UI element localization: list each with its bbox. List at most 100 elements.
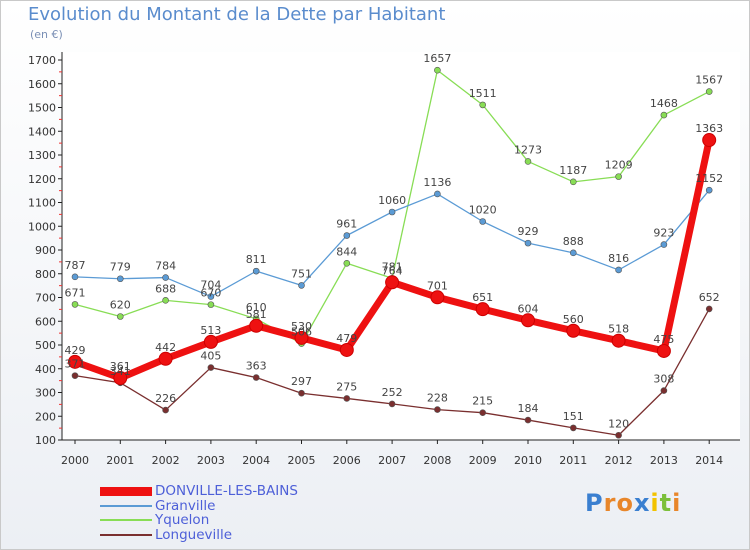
data-label: 361 xyxy=(110,360,131,373)
data-label: 1363 xyxy=(695,122,723,135)
data-label: 888 xyxy=(563,235,584,248)
data-point xyxy=(615,173,622,180)
x-tick-label: 2012 xyxy=(605,454,633,467)
data-point xyxy=(660,111,668,119)
data-point xyxy=(388,208,396,216)
data-point xyxy=(117,313,124,320)
y-tick-label: 1400 xyxy=(28,125,56,138)
data-label: 1187 xyxy=(559,164,587,177)
data-label: 518 xyxy=(608,323,629,336)
data-label: 844 xyxy=(336,245,357,258)
data-point xyxy=(479,218,487,225)
data-label: 184 xyxy=(518,402,539,415)
y-tick-label: 1100 xyxy=(28,197,56,210)
data-label: 530 xyxy=(291,320,312,333)
data-label: 1273 xyxy=(514,143,542,156)
data-point xyxy=(705,186,713,194)
x-tick-label: 2005 xyxy=(288,454,316,467)
x-tick-label: 2001 xyxy=(106,454,134,467)
data-label: 604 xyxy=(518,302,539,315)
x-tick-label: 2014 xyxy=(695,454,723,467)
data-point xyxy=(656,343,671,358)
data-label: 215 xyxy=(472,395,493,408)
data-point xyxy=(252,374,260,381)
data-label: 479 xyxy=(336,332,357,345)
data-point xyxy=(71,273,79,281)
data-point xyxy=(705,305,713,313)
data-point xyxy=(343,395,351,402)
logo-letter: o xyxy=(616,489,634,517)
data-point xyxy=(162,406,169,414)
y-tick-label: 1300 xyxy=(28,149,56,162)
data-point xyxy=(479,101,487,109)
data-point xyxy=(434,66,441,74)
data-label: 475 xyxy=(653,333,674,346)
data-point xyxy=(207,364,215,371)
data-point xyxy=(479,409,487,416)
data-label: 1511 xyxy=(469,87,497,100)
x-tick-label: 2008 xyxy=(423,454,451,467)
data-label: 405 xyxy=(200,350,221,363)
data-point xyxy=(521,313,535,328)
data-point xyxy=(569,424,577,432)
y-tick-label: 900 xyxy=(35,244,56,257)
data-label: 308 xyxy=(653,373,674,386)
data-label: 1468 xyxy=(650,97,678,110)
data-label: 560 xyxy=(563,313,584,326)
data-label: 442 xyxy=(155,341,176,354)
y-tick-label: 500 xyxy=(35,339,56,352)
data-point xyxy=(203,334,218,349)
y-tick-label: 600 xyxy=(35,315,56,328)
data-point xyxy=(71,372,79,379)
data-label: 151 xyxy=(563,410,584,423)
data-point xyxy=(388,400,396,408)
data-point xyxy=(434,190,441,198)
y-tick-label: 200 xyxy=(35,410,56,423)
x-tick-label: 2007 xyxy=(378,454,406,467)
legend-swatch xyxy=(100,504,152,507)
data-label: 811 xyxy=(246,253,267,266)
data-point xyxy=(117,275,124,283)
y-tick-label: 1000 xyxy=(28,220,56,233)
data-label: 506 xyxy=(291,326,312,339)
data-label: 120 xyxy=(608,417,629,430)
data-point xyxy=(162,297,169,304)
data-label: 371 xyxy=(65,358,86,371)
plot-area xyxy=(62,52,740,440)
data-label: 429 xyxy=(65,344,86,357)
x-tick-label: 2011 xyxy=(559,454,587,467)
data-label: 923 xyxy=(653,227,674,240)
y-tick-label: 1600 xyxy=(28,78,56,91)
data-label: 513 xyxy=(200,324,221,337)
y-tick-label: 1700 xyxy=(28,54,56,67)
legend-label: Yquelon xyxy=(155,512,210,528)
data-point xyxy=(68,354,82,369)
data-label: 1060 xyxy=(378,194,406,207)
legend-label: Longueville xyxy=(155,526,233,543)
data-point xyxy=(566,323,581,338)
chart-title: Evolution du Montant de la Dette par Hab… xyxy=(28,4,446,25)
legend-swatch xyxy=(100,533,152,536)
data-label: 670 xyxy=(200,287,221,300)
data-label: 1136 xyxy=(423,176,451,189)
data-label: 341 xyxy=(110,365,131,378)
data-label: 363 xyxy=(246,360,267,373)
data-point xyxy=(298,389,305,397)
data-point xyxy=(298,282,305,289)
data-point xyxy=(252,267,260,275)
data-label: 226 xyxy=(155,392,176,405)
data-label: 688 xyxy=(155,282,176,295)
data-label: 751 xyxy=(291,267,312,280)
data-label: 297 xyxy=(291,375,312,388)
data-point xyxy=(158,351,173,366)
data-point xyxy=(343,259,351,267)
data-point xyxy=(162,274,169,281)
y-tick-label: 100 xyxy=(35,434,56,447)
data-label: 704 xyxy=(200,279,221,292)
data-point xyxy=(385,275,400,290)
data-label: 652 xyxy=(699,291,720,304)
chart-subtitle: (en €) xyxy=(30,28,63,41)
data-label: 929 xyxy=(518,225,539,238)
data-point xyxy=(524,158,532,165)
